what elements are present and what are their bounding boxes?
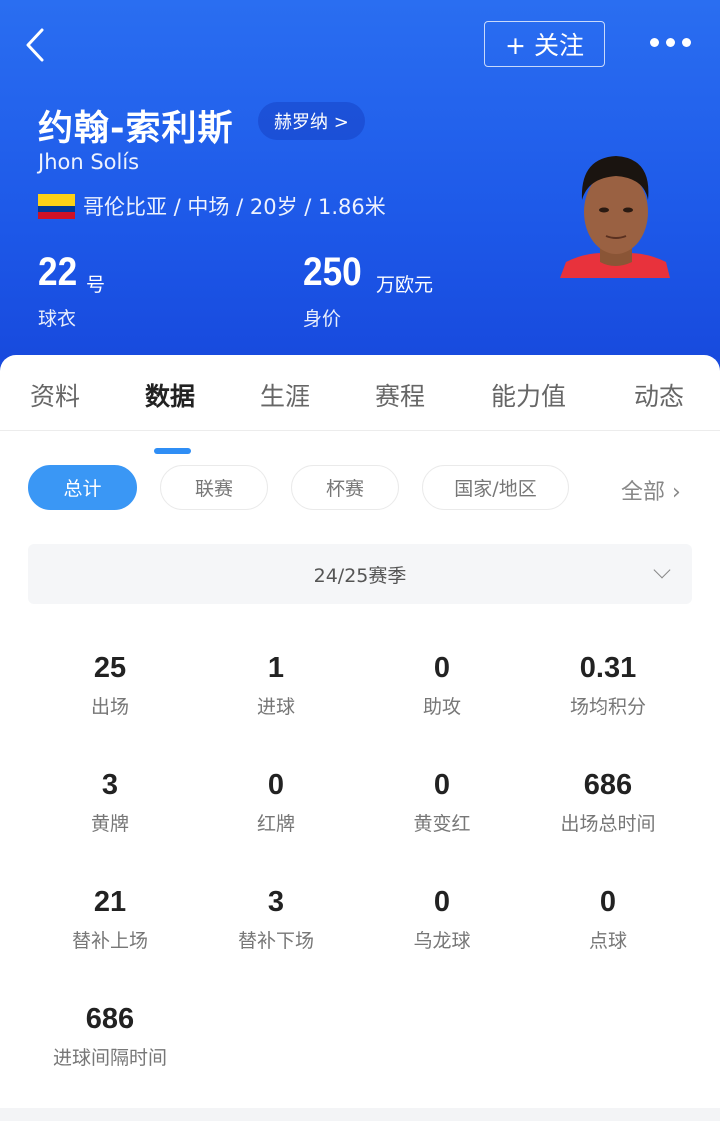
- stat-value: 3: [101, 769, 119, 801]
- stat-item: 0 乌龙球: [359, 886, 525, 953]
- filter-cup[interactable]: 杯赛: [291, 465, 399, 510]
- stat-value: 21: [93, 886, 127, 918]
- stat-item: 0.31 场均积分: [525, 652, 691, 719]
- stat-item: 1 进球: [193, 652, 359, 719]
- stat-item: 25 出场: [27, 652, 193, 719]
- stat-value: 686: [583, 769, 633, 801]
- shirt-number: 22: [38, 250, 78, 294]
- tab-schedule[interactable]: 赛程: [375, 382, 426, 411]
- chevron-right-icon: ›: [672, 480, 681, 505]
- stat-item: 21 替补上场: [27, 886, 193, 953]
- market-value-label: 身价: [303, 308, 342, 330]
- back-icon[interactable]: [22, 26, 52, 64]
- stat-label: 黄牌: [90, 813, 129, 835]
- stat-item: 0 黄变红: [359, 769, 525, 836]
- stat-value: 1: [267, 652, 285, 684]
- colombia-flag-icon: [38, 193, 75, 219]
- stat-value: 0: [433, 652, 451, 684]
- stat-value: 686: [85, 1003, 135, 1035]
- stat-label: 替补上场: [71, 930, 148, 952]
- tab-news[interactable]: 动态: [634, 382, 685, 411]
- stat-label: 点球: [588, 930, 627, 952]
- shirt-label: 球衣: [38, 308, 77, 330]
- stat-value: 0: [433, 886, 451, 918]
- tab-ability[interactable]: 能力值: [491, 382, 567, 411]
- tab-bar: 资料 数据 生涯 赛程 能力值 动态: [0, 377, 720, 454]
- stat-label: 助攻: [422, 696, 461, 718]
- stat-value: 0: [599, 886, 617, 918]
- player-info: 哥伦比亚 / 中场 / 20岁 / 1.86米: [83, 195, 386, 219]
- filter-league[interactable]: 联赛: [160, 465, 268, 510]
- chevron-down-icon: [653, 561, 671, 579]
- stat-label: 出场: [90, 696, 129, 718]
- stat-label: 替补下场: [237, 930, 314, 952]
- stat-item: 686 出场总时间: [525, 769, 691, 836]
- stat-label: 红牌: [256, 813, 295, 835]
- filter-all-label: 全部: [621, 480, 666, 505]
- player-name: 约翰-索利斯: [38, 109, 234, 149]
- stat-value: 0.31: [579, 652, 637, 684]
- tab-career[interactable]: 生涯: [260, 382, 311, 411]
- tab-stats[interactable]: 数据: [145, 382, 196, 411]
- stat-label: 场均积分: [569, 696, 646, 718]
- stat-label: 黄变红: [413, 813, 471, 835]
- player-name-en: Jhon Solís: [38, 150, 140, 174]
- stat-value: 0: [433, 769, 451, 801]
- player-photo: [560, 156, 670, 278]
- stat-label: 出场总时间: [560, 813, 656, 835]
- player-meta: 哥伦比亚 / 中场 / 20岁 / 1.86米: [38, 191, 386, 221]
- tab-profile[interactable]: 资料: [30, 382, 81, 411]
- stat-label: 乌龙球: [413, 930, 471, 952]
- filter-total[interactable]: 总计: [28, 465, 137, 510]
- stat-label: 进球间隔时间: [52, 1047, 167, 1069]
- stat-item: 3 黄牌: [27, 769, 193, 836]
- active-tab-indicator: [154, 448, 191, 454]
- player-header: + 关注 约翰-索利斯 赫罗纳 > Jhon Solís 哥伦比亚 / 中场 /…: [0, 0, 720, 380]
- market-value-unit: 万欧元: [376, 274, 434, 296]
- follow-button[interactable]: + 关注: [484, 21, 605, 67]
- shirt-unit: 号: [86, 274, 106, 296]
- stat-label: 进球: [256, 696, 295, 718]
- stat-value: 25: [93, 652, 127, 684]
- stat-item: 0 红牌: [193, 769, 359, 836]
- stat-item: 0 点球: [525, 886, 691, 953]
- stat-item: 686 进球间隔时间: [27, 1003, 193, 1070]
- stat-item: 0 助攻: [359, 652, 525, 719]
- content-panel: 资料 数据 生涯 赛程 能力值 动态 总计 联赛 杯赛 国家/地区 全部 › 2…: [0, 355, 720, 1121]
- season-select[interactable]: 24/25赛季: [28, 544, 692, 604]
- season-value: 24/25赛季: [313, 564, 407, 587]
- filter-all[interactable]: 全部 ›: [621, 474, 681, 506]
- stat-value: 3: [267, 886, 285, 918]
- club-link[interactable]: 赫罗纳 >: [258, 102, 365, 140]
- filter-national[interactable]: 国家/地区: [422, 465, 569, 510]
- market-value: 250: [303, 250, 362, 294]
- stat-value: 0: [267, 769, 285, 801]
- stat-item: 3 替补下场: [193, 886, 359, 953]
- more-icon[interactable]: [650, 38, 691, 47]
- bottom-divider: [0, 1108, 720, 1121]
